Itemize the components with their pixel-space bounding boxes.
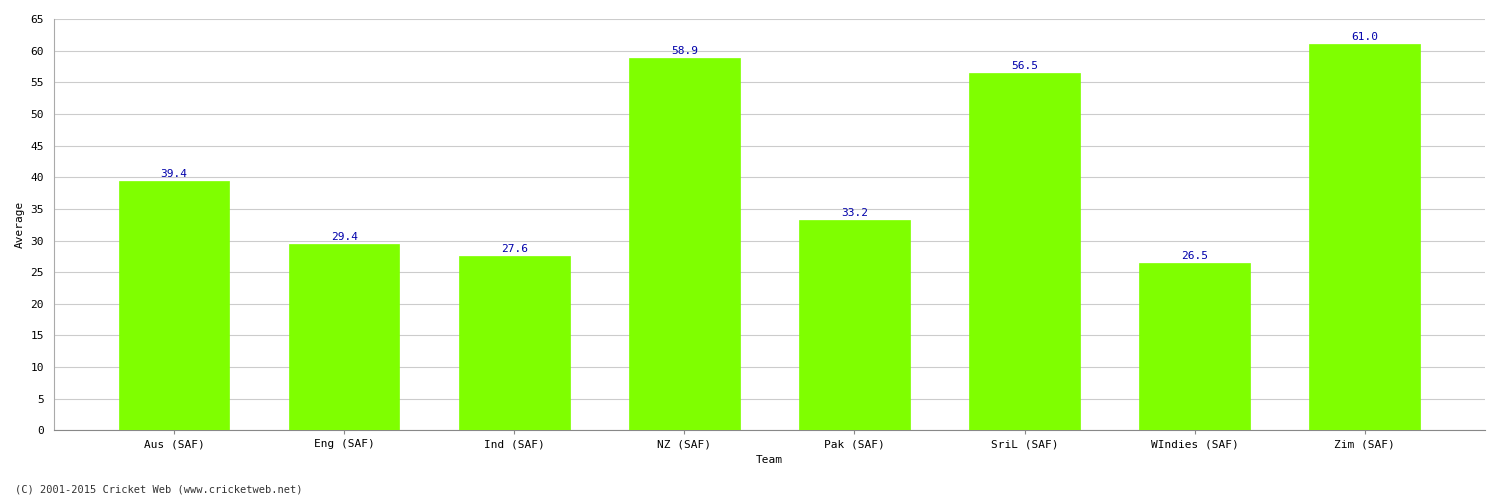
X-axis label: Team: Team bbox=[756, 455, 783, 465]
Bar bbox=[628, 58, 740, 430]
Text: 61.0: 61.0 bbox=[1352, 32, 1378, 42]
Bar bbox=[1310, 44, 1420, 430]
Bar bbox=[1140, 262, 1250, 430]
Bar bbox=[118, 181, 230, 430]
Text: 56.5: 56.5 bbox=[1011, 61, 1038, 71]
Bar bbox=[800, 220, 909, 430]
Y-axis label: Average: Average bbox=[15, 201, 26, 248]
Text: (C) 2001-2015 Cricket Web (www.cricketweb.net): (C) 2001-2015 Cricket Web (www.cricketwe… bbox=[15, 485, 303, 495]
Text: 26.5: 26.5 bbox=[1180, 251, 1208, 261]
Text: 33.2: 33.2 bbox=[842, 208, 868, 218]
Bar bbox=[459, 256, 570, 430]
Bar bbox=[290, 244, 399, 430]
Text: 29.4: 29.4 bbox=[330, 232, 357, 242]
Text: 39.4: 39.4 bbox=[160, 169, 188, 179]
Text: 27.6: 27.6 bbox=[501, 244, 528, 254]
Bar bbox=[969, 73, 1080, 430]
Text: 58.9: 58.9 bbox=[670, 46, 698, 56]
